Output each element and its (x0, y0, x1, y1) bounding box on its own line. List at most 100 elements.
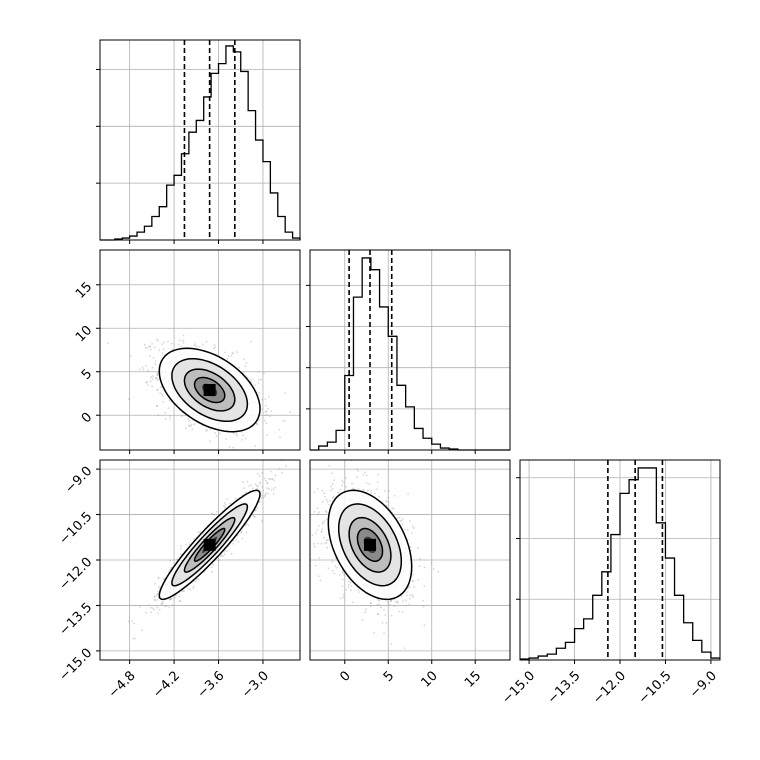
sample-point (412, 573, 414, 576)
sample-point (181, 590, 184, 592)
sample-point (192, 585, 195, 588)
sample-point (156, 606, 159, 609)
sample-point (230, 552, 233, 555)
sample-point (269, 477, 271, 480)
y-tick-label: −12.0 (57, 555, 96, 594)
sample-point (256, 422, 258, 425)
sample-point (201, 343, 204, 346)
sample-point (180, 345, 183, 348)
sample-point (257, 382, 260, 384)
sample-point (385, 500, 388, 502)
sample-point (153, 599, 156, 601)
sample-point (178, 595, 181, 598)
sample-point (404, 528, 406, 531)
sample-point (154, 377, 157, 379)
sample-point (261, 472, 263, 474)
sample-point (396, 517, 399, 520)
sample-point (258, 475, 261, 477)
sample-point (240, 531, 243, 534)
sample-point (215, 434, 218, 437)
sample-point (366, 489, 369, 492)
contour-line (158, 489, 261, 601)
sample-point (155, 594, 158, 596)
sample-point (412, 580, 415, 582)
sample-point (245, 362, 248, 364)
sample-point (376, 604, 378, 606)
sample-point (352, 487, 355, 490)
sample-point (264, 414, 267, 416)
x-tick-label: 10 (418, 668, 440, 690)
sample-point (406, 591, 409, 593)
sample-point (393, 605, 396, 608)
sample-point (220, 554, 223, 556)
sample-point (242, 481, 244, 483)
sample-point (213, 347, 215, 350)
sample-point (331, 560, 334, 563)
sample-point (345, 588, 348, 591)
sample-point (384, 614, 387, 616)
sample-point (266, 434, 269, 437)
sample-point (323, 520, 326, 523)
sample-point (374, 492, 376, 495)
sample-point (262, 496, 265, 499)
sample-point (341, 585, 344, 587)
sample-point (156, 405, 158, 408)
sample-point (169, 598, 172, 600)
sample-point (271, 477, 274, 480)
sample-point (294, 542, 296, 544)
contour-line (193, 527, 226, 562)
sample-point (339, 597, 342, 600)
sample-point (175, 594, 178, 597)
sample-point (430, 562, 433, 565)
sample-point (195, 580, 198, 583)
sample-point (127, 620, 130, 623)
sample-point (141, 366, 144, 369)
sample-point (408, 597, 411, 600)
sample-point (278, 467, 281, 470)
sample-point (342, 570, 345, 573)
sample-point (145, 611, 148, 614)
x-tick-label: −10.5 (636, 668, 675, 707)
sample-point (224, 504, 227, 506)
sample-point (179, 600, 182, 602)
sample-point (181, 590, 184, 592)
sample-point (158, 587, 161, 590)
sample-point (327, 539, 329, 542)
sample-point (221, 555, 224, 558)
sample-point (320, 542, 323, 545)
sample-point (266, 413, 269, 416)
sample-point (156, 599, 158, 601)
sample-point (154, 595, 156, 598)
sample-point (238, 366, 240, 369)
sample-point (196, 456, 198, 458)
sample-point (396, 600, 399, 603)
sample-point (400, 595, 403, 598)
sample-point (151, 385, 154, 388)
sample-point (268, 395, 270, 398)
sample-point (320, 530, 323, 533)
sample-point (279, 436, 281, 439)
sample-point (162, 602, 164, 604)
sample-point (261, 399, 264, 401)
sample-point (307, 481, 309, 483)
sample-point (378, 599, 381, 602)
sample-point (258, 391, 261, 394)
density-peak (203, 384, 216, 396)
sample-point (361, 618, 364, 621)
sample-point (376, 473, 379, 476)
sample-point (376, 613, 379, 616)
x-tick-label: −13.5 (545, 668, 584, 707)
sample-point (408, 603, 411, 606)
sample-point (232, 539, 235, 542)
sample-point (197, 578, 200, 581)
sample-point (268, 415, 271, 417)
sample-point (250, 484, 252, 486)
sample-point (318, 557, 321, 559)
scatter-panel-0-2 (96, 459, 301, 664)
sample-point (331, 496, 334, 499)
sample-point (191, 428, 194, 431)
sample-point (205, 430, 208, 432)
sample-point (333, 495, 335, 498)
sample-point (390, 643, 393, 645)
sample-point (255, 487, 258, 490)
